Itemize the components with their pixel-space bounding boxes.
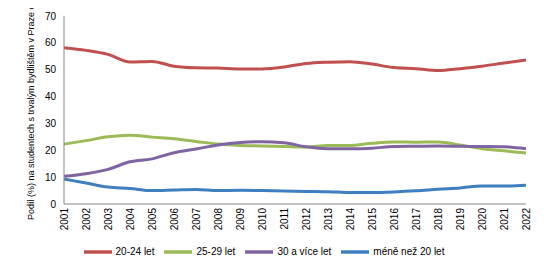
html-text:20-24 let: 20-24 let bbox=[115, 245, 155, 257]
svg-text:2001: 2001 bbox=[59, 208, 70, 231]
svg-text:40: 40 bbox=[45, 91, 57, 102]
svg-text:10: 10 bbox=[45, 172, 57, 183]
svg-text:2022: 2022 bbox=[521, 208, 532, 231]
svg-text:2017: 2017 bbox=[411, 208, 422, 231]
html-text:méně než 20 let: méně než 20 let bbox=[373, 245, 445, 257]
svg-text:0: 0 bbox=[50, 199, 56, 210]
svg-text:2007: 2007 bbox=[191, 208, 202, 231]
svg-text:2021: 2021 bbox=[499, 208, 510, 231]
svg-text:2006: 2006 bbox=[169, 208, 180, 231]
svg-text:20: 20 bbox=[45, 145, 57, 156]
svg-text:50: 50 bbox=[45, 64, 57, 75]
svg-text:2003: 2003 bbox=[103, 208, 114, 231]
svg-text:2014: 2014 bbox=[345, 208, 356, 231]
svg-text:2015: 2015 bbox=[367, 208, 378, 231]
svg-text:70: 70 bbox=[45, 11, 57, 22]
svg-text:2020: 2020 bbox=[477, 208, 488, 231]
svg-text:2018: 2018 bbox=[433, 208, 444, 231]
svg-text:2016: 2016 bbox=[389, 208, 400, 231]
svg-text:2002: 2002 bbox=[81, 208, 92, 231]
svg-text:2019: 2019 bbox=[455, 208, 466, 231]
svg-text:2011: 2011 bbox=[279, 208, 290, 230]
svg-text:2004: 2004 bbox=[125, 208, 136, 231]
svg-text:Podíl (%) na studentech s trva: Podíl (%) na studentech s trvalým bydliš… bbox=[26, 8, 36, 220]
svg-text:2008: 2008 bbox=[213, 208, 224, 231]
svg-text:30: 30 bbox=[45, 118, 57, 129]
svg-text:2012: 2012 bbox=[301, 208, 312, 231]
svg-text:2010: 2010 bbox=[257, 208, 268, 231]
svg-text:2005: 2005 bbox=[147, 208, 158, 231]
html-text:25-29 let: 25-29 let bbox=[196, 245, 236, 257]
svg-text:2009: 2009 bbox=[235, 208, 246, 231]
svg-text:2013: 2013 bbox=[323, 208, 334, 231]
svg-text:60: 60 bbox=[45, 37, 57, 48]
html-text:30 a více let: 30 a více let bbox=[277, 245, 332, 257]
